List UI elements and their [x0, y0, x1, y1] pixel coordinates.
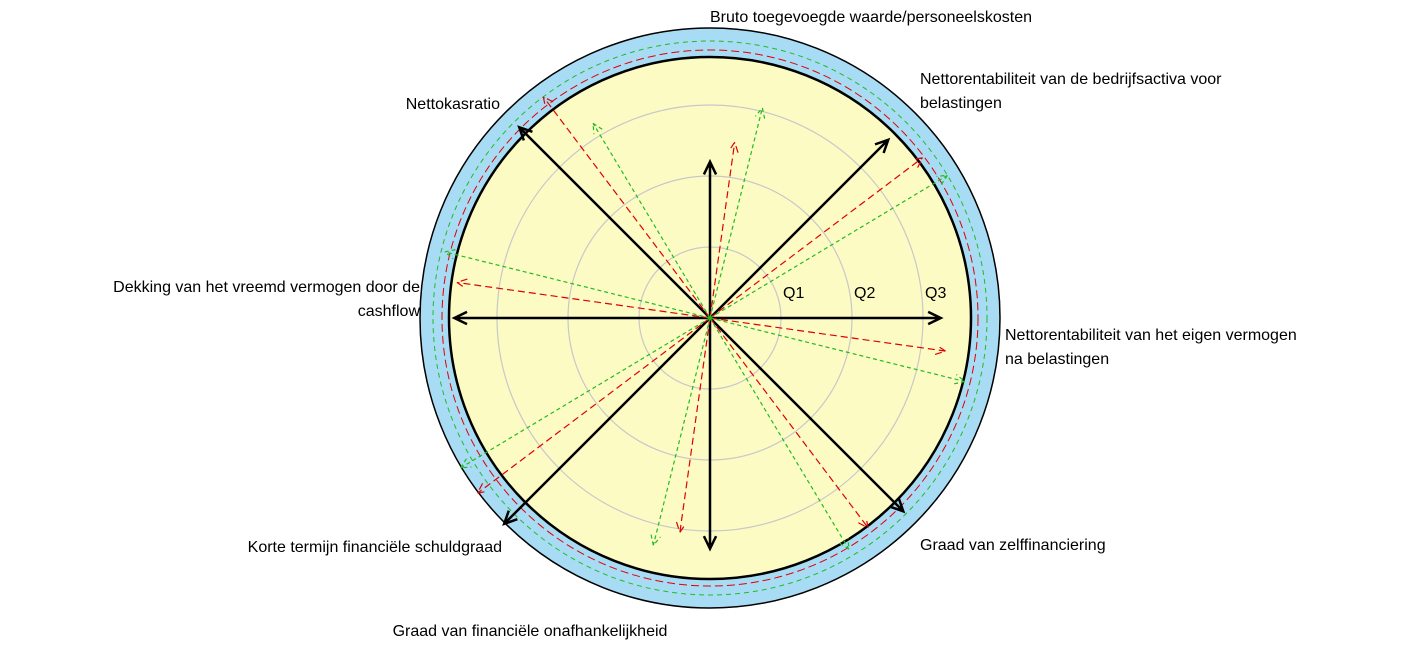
axis-label: Graad van zelffinanciering [920, 537, 1106, 554]
axis-label: Nettorentabiliteit van het eigen vermoge… [1005, 327, 1297, 344]
arrow [709, 156, 924, 319]
arrow [650, 317, 711, 547]
arrow [709, 106, 766, 319]
ring-label: Q3 [925, 285, 946, 302]
arrow [476, 317, 711, 495]
arrow [459, 317, 711, 469]
axis-label: Graad van financiële onafhankelijkheid [393, 623, 668, 640]
arrow [709, 317, 947, 356]
arrow [702, 158, 718, 318]
arrow [542, 95, 711, 319]
axis-label: cashflow [358, 303, 421, 320]
arrow [709, 317, 869, 529]
arrow [502, 317, 711, 526]
axis-label: Nettokasratio [406, 96, 500, 113]
arrow [709, 317, 906, 514]
arrow [710, 310, 944, 326]
axis-label: Nettorentabiliteit van de bedrijfsactiva… [920, 71, 1222, 88]
ring-label: Q1 [783, 285, 804, 302]
arrow [451, 310, 710, 326]
arrow [709, 140, 739, 319]
arrow [455, 278, 711, 319]
arrow [702, 318, 718, 552]
red-circle [441, 49, 979, 587]
arrow [675, 317, 711, 534]
green-circle [432, 40, 988, 596]
arrow [709, 137, 891, 319]
axis-label: belastingen [920, 95, 1002, 112]
axis-label: Bruto toegevoegde waarde/personeelskoste… [710, 9, 1032, 26]
axis-label: Dekking van het vreemd vermogen door de [113, 279, 420, 296]
axis-label: na belastingen [1005, 351, 1109, 368]
arrow [709, 317, 850, 551]
arrow [709, 317, 967, 385]
ring-label: Q2 [854, 285, 875, 302]
arrow [592, 122, 711, 319]
arrow [517, 125, 711, 319]
arrow [443, 249, 711, 319]
arrow [709, 174, 949, 319]
axis-label: Korte termijn financiële schuldgraad [248, 539, 502, 556]
